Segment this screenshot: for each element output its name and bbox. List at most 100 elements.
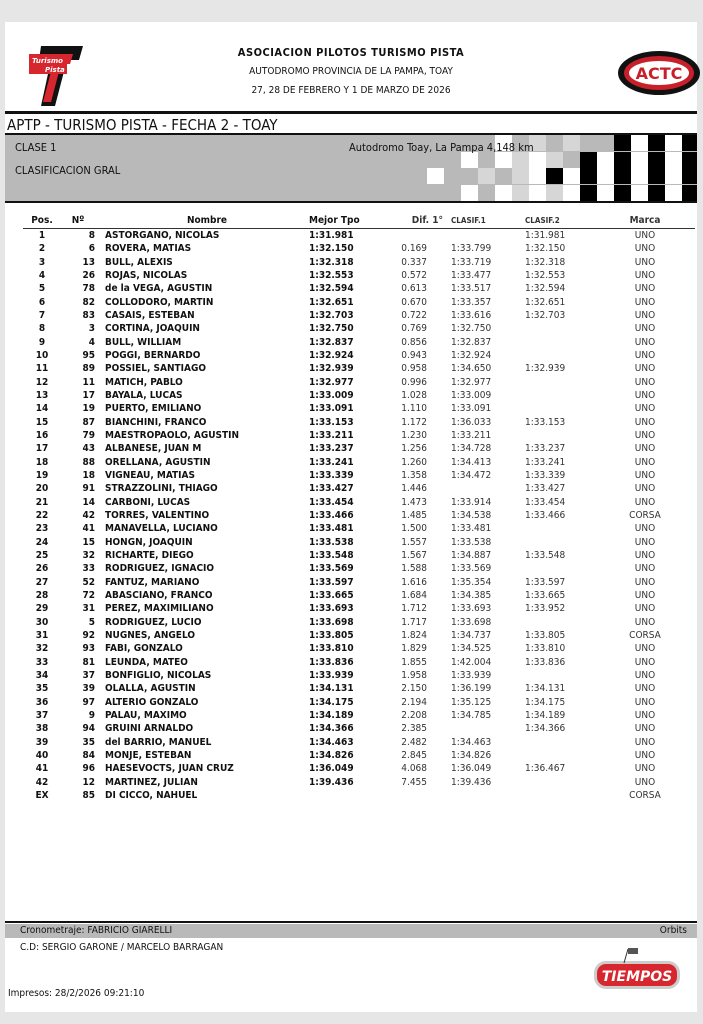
gap-to-first: 2.194	[401, 696, 427, 708]
checkered-flag-square	[529, 135, 546, 151]
car-number: 89	[82, 363, 95, 375]
driver-name: RICHARTE, DIEGO	[105, 550, 194, 562]
clasif1-time: 1:33.357	[451, 296, 492, 308]
driver-name: BULL, WILLIAM	[105, 336, 182, 348]
checkered-flag-square	[495, 184, 512, 201]
checkered-flag-square	[597, 151, 614, 168]
clasif2-time	[525, 402, 595, 415]
brand: UNO	[634, 443, 656, 455]
checkered-flag-square	[614, 151, 631, 168]
best-time: 1:34.826	[309, 749, 354, 761]
table-row: 31 92 NUGNES, ANGELO 1:33.805 1.824 1:34.737 1…	[23, 629, 695, 642]
brand: UNO	[634, 296, 656, 308]
gap-to-first: 1.473	[401, 496, 427, 508]
position: 18	[35, 456, 49, 468]
clasif1-time: 1:36.033	[451, 416, 492, 428]
table-row: 4 26 ROJAS, NICOLAS 1:32.553 0.572 1:33.477 1:…	[23, 269, 695, 282]
position: 4	[38, 270, 46, 282]
gap-to-first: 1.260	[401, 456, 427, 468]
driver-name: CASAIS, ESTEBAN	[105, 310, 195, 322]
brand: UNO	[634, 736, 656, 748]
checkered-flag-square	[563, 184, 580, 201]
gap-to-first: 1.855	[401, 656, 427, 668]
position: 30	[35, 616, 49, 628]
checkered-flag-square	[614, 184, 631, 201]
brand: UNO	[634, 776, 656, 788]
clasif1-time: 1:33.698	[451, 616, 492, 628]
col-clasif1: CLASIF.1	[451, 214, 525, 229]
actc-logo: ACTC	[618, 51, 700, 95]
position: 19	[35, 470, 49, 482]
clasif1-time: 1:42.004	[451, 656, 492, 668]
position: 9	[38, 336, 46, 348]
gap-to-first: 1.824	[401, 630, 427, 641]
clasif1-time: 1:39.436	[451, 776, 492, 788]
table-row: 30 5 RODRIGUEZ, LUCIO 1:33.698 1.717 1:33.698…	[23, 616, 695, 629]
gap-to-first: 0.722	[401, 310, 427, 322]
driver-name: ROJAS, NICOLAS	[105, 270, 188, 282]
car-number: 35	[82, 736, 95, 748]
best-time: 1:33.805	[309, 630, 354, 641]
checkered-flag-square	[648, 168, 665, 184]
gap-to-first: 0.337	[401, 256, 427, 268]
svg-text:Pista: Pista	[45, 66, 65, 74]
session-label: CLASIFICACION GRAL	[15, 164, 121, 177]
driver-name: GRUINI ARNALDO	[105, 723, 194, 735]
car-number: 81	[82, 656, 95, 668]
position: 28	[35, 590, 49, 602]
driver-name: ALBANESE, JUAN M	[105, 443, 202, 455]
brand: UNO	[634, 403, 656, 415]
checkered-flag-square	[597, 168, 614, 184]
checkered-flag-square	[648, 135, 665, 151]
clasif2-time	[525, 775, 595, 788]
position: 33	[35, 656, 49, 668]
checkered-flag-square	[580, 184, 597, 201]
clasif2-time: 1:33.454	[525, 496, 566, 508]
position: 22	[35, 510, 49, 522]
table-row: 36 97 ALTERIO GONZALO 1:34.175 2.194 1:35.125…	[23, 695, 695, 708]
position: 27	[35, 576, 49, 588]
best-time: 1:33.427	[309, 483, 354, 495]
car-number: 43	[82, 443, 95, 455]
gap-to-first: 0.958	[401, 363, 427, 375]
clasif1-time	[451, 229, 525, 243]
clasif2-time	[525, 735, 595, 748]
col-best-time: Mejor Tpo	[309, 214, 389, 229]
checkered-flag-square	[631, 168, 648, 184]
table-row: 39 35 del BARRIO, MANUEL 1:34.463 2.482 1:34.…	[23, 735, 695, 748]
position: 2	[38, 243, 46, 255]
position: 38	[35, 723, 49, 735]
gap-to-first: 2.208	[401, 709, 427, 721]
table-header-row: Pos. Nº Nombre Mejor Tpo Dif. 1° CLASIF.…	[23, 214, 695, 229]
clasif1-time: 1:33.799	[451, 243, 492, 255]
gap-to-first: 0.572	[401, 270, 427, 282]
best-time: 1:33.339	[309, 470, 354, 482]
best-time: 1:33.466	[309, 510, 354, 522]
position: 1	[38, 230, 46, 242]
car-number: 85	[82, 789, 95, 801]
position: 5	[38, 283, 46, 295]
driver-name: BULL, ALEXIS	[105, 256, 173, 268]
table-row: 34 37 BONFIGLIO, NICOLAS 1:33.939 1.958 1:33.…	[23, 669, 695, 682]
best-time: 1:34.463	[309, 736, 354, 748]
table-row: 16 79 MAESTROPAOLO, AGUSTIN 1:33.211 1.230 1:…	[23, 429, 695, 442]
car-number: 92	[82, 630, 95, 641]
position: 41	[35, 763, 49, 775]
position: 10	[35, 350, 49, 362]
car-number: 13	[82, 256, 95, 268]
clasif1-time: 1:35.354	[451, 576, 492, 588]
table-row: 15 87 BIANCHINI, FRANCO 1:33.153 1.172 1:36.0…	[23, 416, 695, 429]
driver-name: MATICH, PABLO	[105, 376, 183, 388]
car-number: 9	[88, 709, 95, 721]
clasif1-time: 1:33.616	[451, 310, 492, 322]
checkered-flag-square	[461, 151, 478, 168]
table-row: 6 82 COLLODORO, MARTIN 1:32.651 0.670 1:33.35…	[23, 296, 695, 309]
best-time: 1:33.548	[309, 550, 354, 562]
car-number: 79	[82, 430, 95, 442]
brand: UNO	[634, 323, 656, 335]
table-row: 5 78 de la VEGA, AGUSTIN 1:32.594 0.613 1:33.…	[23, 282, 695, 295]
clasif2-time	[525, 336, 595, 349]
driver-name: PALAU, MAXIMO	[105, 709, 187, 721]
driver-name: OLALLA, AGUSTIN	[105, 683, 196, 695]
gap-to-first: 1.567	[401, 550, 427, 562]
